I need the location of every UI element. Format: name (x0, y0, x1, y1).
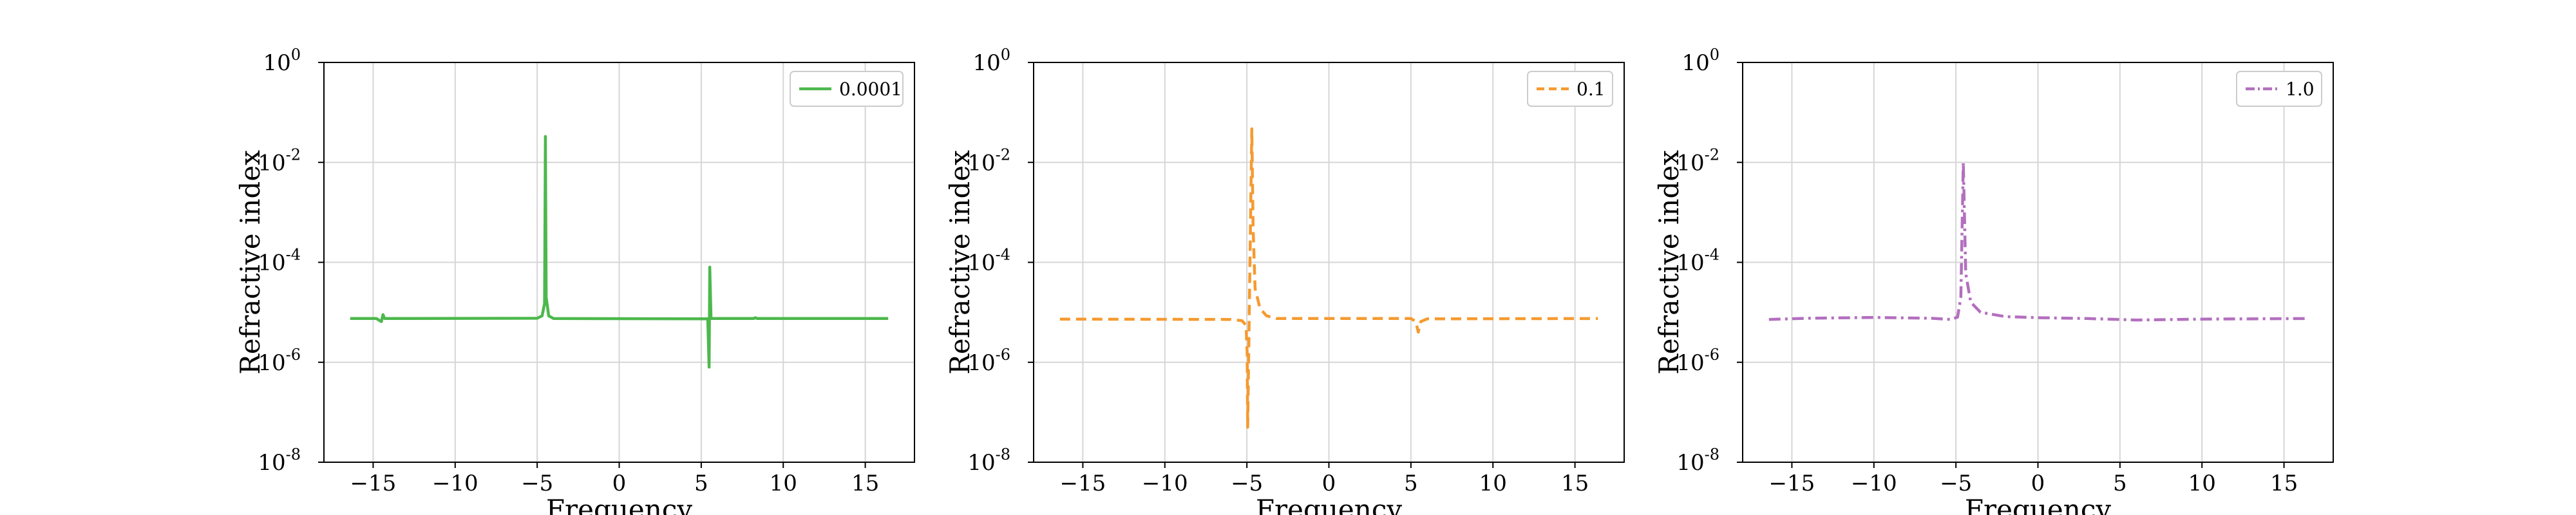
x-tick-label: −15 (1060, 471, 1106, 496)
y-axis-label: Refractive index (1653, 150, 1685, 375)
legend-box (790, 71, 904, 107)
x-tick-label: −15 (1769, 471, 1815, 496)
x-axis-label: Frequency (546, 494, 692, 515)
legend-label: 1.0 (2286, 79, 2315, 100)
y-tick-label: 10-6 (967, 346, 1010, 376)
x-axis-label: Frequency (1256, 494, 1402, 515)
x-tick-label: −15 (350, 471, 397, 496)
x-tick-label: −10 (1851, 471, 1897, 496)
x-tick-label: 5 (694, 471, 708, 496)
x-tick-label: 15 (1561, 471, 1589, 496)
x-tick-label: −10 (432, 471, 478, 496)
subplot-2: −15 −10 −5 0 5 10 1510010-210-410-610-8Frequen… (944, 46, 1625, 515)
x-tick-label: 0 (1322, 471, 1336, 496)
axes-frame (1033, 62, 1625, 463)
legend-label: 0.0001 (839, 79, 902, 100)
x-tick-label: 15 (2270, 471, 2298, 496)
series-line-2 (1059, 127, 1598, 429)
x-tick-label: 0 (2031, 471, 2045, 496)
y-axis-label: Refractive index (234, 150, 266, 375)
legend-box (1527, 71, 1613, 107)
x-tick-label: 10 (1479, 471, 1507, 496)
subplot-3: −15 −10 −5 0 5 10 1510010-210-410-610-8Frequen… (1653, 46, 2334, 515)
x-tick-label: 5 (2113, 471, 2127, 496)
x-tick-label: 0 (612, 471, 627, 496)
axes-frame (323, 62, 915, 463)
x-tick-label: −5 (521, 471, 553, 496)
series-line-3 (1768, 161, 2307, 322)
legend-label: 0.1 (1577, 79, 1605, 100)
x-tick-label: 5 (1404, 471, 1418, 496)
x-tick-label: −5 (1940, 471, 1972, 496)
x-tick-label: 15 (851, 471, 879, 496)
series-line-1 (350, 135, 889, 369)
y-axis-label: Refractive index (944, 150, 976, 375)
axes-frame (1742, 62, 2334, 463)
legend-box (2236, 71, 2322, 107)
x-tick-label: 10 (2188, 471, 2216, 496)
x-axis-label: Frequency (1965, 494, 2111, 515)
x-tick-label: 10 (770, 471, 797, 496)
x-tick-label: −5 (1231, 471, 1263, 496)
x-tick-label: −10 (1142, 471, 1188, 496)
